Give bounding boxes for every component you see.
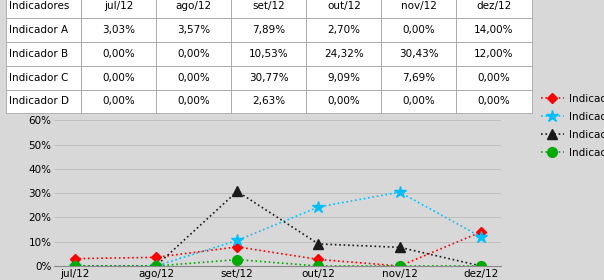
Indicador C: [234, 190, 241, 193]
Indicador C: [315, 242, 322, 246]
Line: Indicador B: Indicador B: [68, 186, 487, 272]
Line: Indicador A: Indicador A: [71, 228, 484, 269]
Indicador B: [477, 235, 484, 239]
Indicador D: [152, 264, 159, 268]
Indicador A: [234, 245, 241, 249]
Legend: Indicador A, Indicador B, Indicador C, Indicador D: Indicador A, Indicador B, Indicador C, I…: [537, 90, 604, 162]
Indicador B: [152, 264, 159, 268]
Indicador D: [71, 264, 79, 268]
Indicador A: [477, 230, 484, 234]
Indicador A: [71, 257, 79, 260]
Indicador D: [477, 264, 484, 268]
Indicador B: [396, 190, 403, 194]
Indicador C: [152, 264, 159, 268]
Indicador B: [71, 264, 79, 268]
Line: Indicador D: Indicador D: [70, 255, 486, 271]
Indicador A: [152, 256, 159, 259]
Indicador D: [396, 264, 403, 268]
Indicador A: [315, 258, 322, 261]
Indicador C: [396, 246, 403, 249]
Indicador B: [234, 239, 241, 242]
Indicador C: [477, 264, 484, 268]
Line: Indicador C: Indicador C: [70, 186, 486, 271]
Indicador D: [315, 264, 322, 268]
Indicador B: [315, 205, 322, 209]
Indicador A: [396, 264, 403, 268]
Indicador C: [71, 264, 79, 268]
Indicador D: [234, 258, 241, 261]
